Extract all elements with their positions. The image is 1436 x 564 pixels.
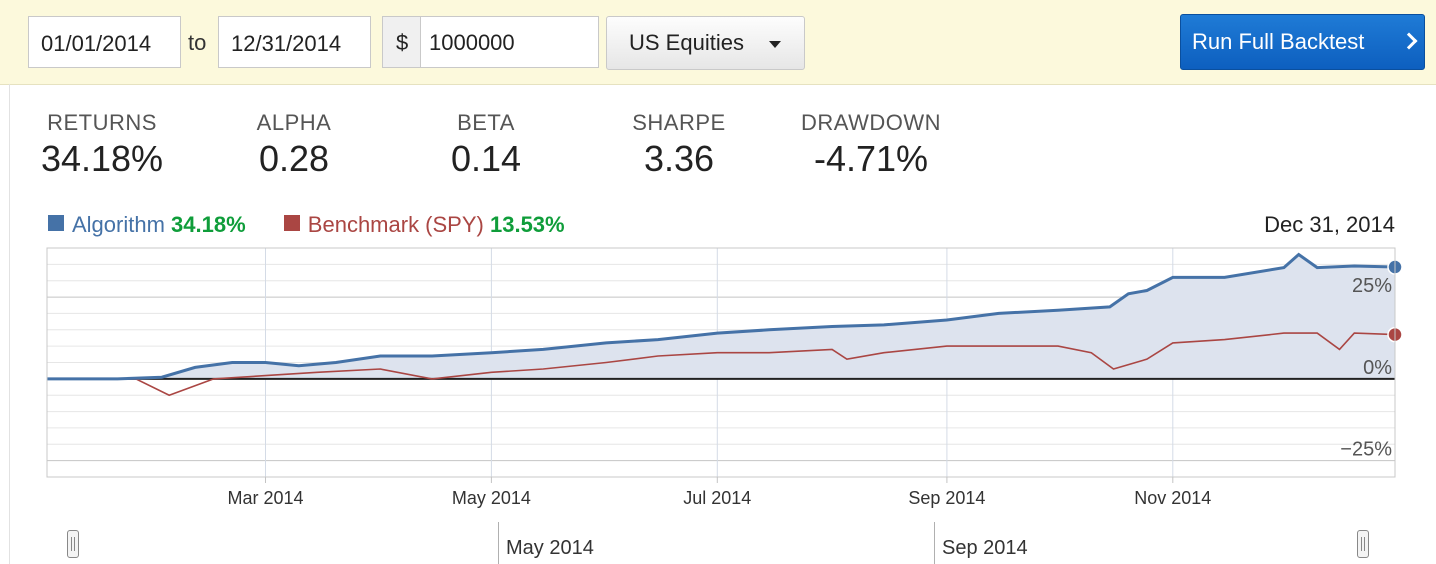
run-full-backtest-button[interactable]: Run Full Backtest xyxy=(1180,14,1425,70)
returns-chart: 25% 0% −25% Mar 2014 May 2014 Jul 2014 Sep 20… xyxy=(46,247,1403,508)
navigator-divider xyxy=(934,522,935,564)
caret-down-icon xyxy=(769,41,781,48)
algorithm-line xyxy=(47,252,1396,381)
metric-label: RETURNS xyxy=(47,110,157,135)
benchmark-line xyxy=(47,332,1396,397)
x-tick-label: Mar 2014 xyxy=(227,488,303,508)
legend-value: 13.53% xyxy=(489,212,565,237)
universe-dropdown[interactable]: US Equities xyxy=(606,16,805,70)
navigator-label: May 2014 xyxy=(506,537,594,559)
legend-swatch-benchmark xyxy=(283,215,300,231)
metric-value: 0.14 xyxy=(450,138,522,179)
y-tick-label: −25% xyxy=(1340,439,1392,461)
legend-name: Benchmark (SPY) xyxy=(307,212,484,237)
chevron-right-icon xyxy=(1400,32,1418,50)
metric-label: DRAWDOWN xyxy=(800,110,942,135)
legend-item-algorithm[interactable]: Algorithm 34.18% xyxy=(48,212,252,237)
metric-drawdown: DRAWDOWN -4.71% xyxy=(790,110,952,180)
metric-beta: BETA 0.14 xyxy=(430,110,542,180)
metric-sharpe: SHARPE 3.36 xyxy=(620,110,738,180)
currency-symbol: $ xyxy=(383,17,421,67)
to-label: to xyxy=(188,30,207,55)
x-tick-label: Nov 2014 xyxy=(1134,488,1211,508)
navigator-divider xyxy=(498,522,499,564)
x-tick-label: Sep 2014 xyxy=(908,488,985,508)
range-handle-right[interactable] xyxy=(1357,530,1369,558)
navigator-label: Sep 2014 xyxy=(942,537,1028,559)
end-date-input[interactable]: 12/31/2014 xyxy=(218,16,371,68)
y-tick-label: 25% xyxy=(1352,275,1392,297)
legend-name: Algorithm xyxy=(72,212,165,237)
legend-swatch-algorithm xyxy=(48,215,64,231)
start-date-input[interactable]: 01/01/2014 xyxy=(28,16,181,68)
universe-value: US Equities xyxy=(629,30,744,55)
metric-value: 34.18% xyxy=(40,138,164,179)
plot-frame xyxy=(46,247,1396,478)
metric-returns: RETURNS 34.18% xyxy=(32,110,172,180)
capital-input[interactable]: 1000000 xyxy=(429,30,515,55)
y-axis: 25% 0% −25% xyxy=(1340,275,1392,461)
metric-label: BETA xyxy=(457,110,515,135)
range-handle-left[interactable] xyxy=(67,530,79,558)
legend-item-benchmark[interactable]: Benchmark (SPY) 13.53% xyxy=(283,212,565,237)
capital-input-group[interactable]: $ 1000000 xyxy=(382,16,599,68)
run-button-label: Run Full Backtest xyxy=(1192,29,1365,54)
hover-date: Dec 31, 2014 xyxy=(1264,212,1395,237)
x-tick-label: May 2014 xyxy=(452,488,531,508)
metric-label: ALPHA xyxy=(256,110,332,135)
backtest-toolbar: 01/01/2014 to 12/31/2014 $ 1000000 US Eq… xyxy=(0,0,1436,85)
x-tick-label: Jul 2014 xyxy=(683,488,751,508)
legend-value: 34.18% xyxy=(171,212,246,237)
metric-alpha: ALPHA 0.28 xyxy=(238,110,350,180)
y-tick-label: 0% xyxy=(1363,357,1392,379)
metric-value: 3.36 xyxy=(643,138,715,179)
metric-value: 0.28 xyxy=(258,138,330,179)
x-axis: Mar 2014 May 2014 Jul 2014 Sep 2014 Nov 2014 xyxy=(227,477,1211,508)
chart-legend: Algorithm 34.18% Benchmark (SPY) 13.53% xyxy=(48,212,565,238)
metric-value: -4.71% xyxy=(813,138,929,179)
algorithm-area xyxy=(47,254,1395,379)
metric-label: SHARPE xyxy=(632,110,726,135)
panel-border xyxy=(9,84,10,564)
